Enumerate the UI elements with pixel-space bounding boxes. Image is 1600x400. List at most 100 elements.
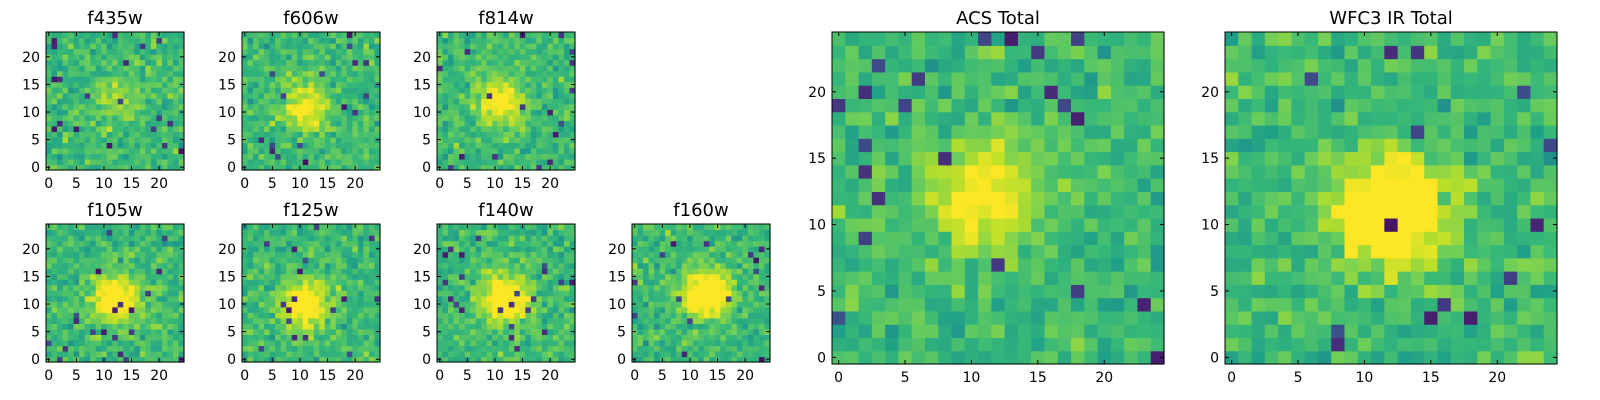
heatmap-cell (525, 350, 532, 358)
heatmap-cell (84, 142, 91, 149)
heatmap-cell (90, 37, 97, 44)
heatmap-cell (313, 345, 320, 352)
heatmap-cell (720, 301, 727, 308)
heatmap-cell (368, 323, 376, 330)
heatmap-cell (964, 164, 979, 179)
heatmap-cell (62, 229, 69, 236)
heatmap-cell (253, 158, 260, 166)
heatmap-cell (643, 246, 650, 253)
heatmap-cell (654, 284, 661, 291)
heatmap-cell (448, 301, 455, 308)
heatmap-cell (357, 103, 365, 110)
heatmap-cell (68, 345, 75, 352)
heatmap-cell (1071, 178, 1085, 192)
heatmap-cell (335, 290, 342, 297)
heatmap-cell (898, 204, 913, 219)
heatmap-cell (492, 240, 499, 247)
heatmap-cell (1031, 191, 1046, 206)
heatmap-cell (341, 147, 348, 155)
heatmap-cell (991, 297, 1006, 312)
heatmap-cell (128, 312, 135, 319)
heatmap-cell (330, 284, 337, 291)
heatmap-cell (84, 103, 91, 110)
heatmap-cell (725, 334, 732, 341)
heatmap-cell (437, 158, 444, 166)
heatmap-cell (90, 295, 97, 302)
heatmap-cell (106, 240, 113, 247)
heatmap-cell (178, 295, 185, 302)
heatmap-cell (832, 337, 846, 352)
heatmap-cell (632, 295, 639, 302)
heatmap-cell (1150, 217, 1165, 232)
heatmap-cell (330, 54, 337, 61)
heatmap-cell (291, 317, 298, 324)
heatmap-cell (648, 306, 655, 313)
heatmap-cell (481, 158, 488, 166)
heatmap-cell (1031, 271, 1046, 285)
heatmap-cell (258, 70, 265, 77)
heatmap-cell (57, 153, 64, 160)
heatmap-cell (156, 268, 163, 275)
heatmap-cell (123, 246, 130, 253)
heatmap-cell (698, 334, 705, 341)
heatmap-cell (79, 142, 86, 149)
heatmap-cell (313, 224, 320, 231)
heatmap-cell (112, 59, 119, 66)
heatmap-cell (275, 290, 282, 297)
heatmap-cell (470, 290, 477, 297)
heatmap-cell (978, 284, 992, 299)
heatmap-cell (95, 246, 102, 253)
heatmap-cell (297, 240, 304, 247)
heatmap-cell (308, 345, 315, 352)
heatmap-cell (643, 279, 650, 286)
heatmap-cell (951, 191, 966, 206)
heatmap-cell (51, 76, 58, 83)
heatmap-cell (753, 246, 760, 253)
heatmap-cell (703, 284, 710, 291)
heatmap-cell (264, 59, 271, 66)
heatmap-cell (470, 32, 477, 39)
heatmap-cell (858, 164, 873, 179)
heatmap-cell (46, 257, 53, 264)
heatmap-cell (139, 120, 146, 127)
heatmap-cell (470, 48, 477, 55)
heatmap-cell (247, 334, 254, 341)
heatmap-cell (508, 279, 515, 286)
heatmap-cell (280, 70, 287, 77)
heatmap-cell (95, 147, 102, 155)
heatmap-cell (692, 356, 699, 363)
heatmap-cell (654, 306, 661, 313)
heatmap-cell (79, 350, 86, 358)
heatmap-cell (514, 54, 521, 61)
heatmap-cell (470, 224, 477, 231)
heatmap-cell (264, 120, 271, 127)
heatmap-cell (1137, 257, 1152, 272)
heatmap-cell (68, 224, 75, 231)
heatmap-cell (470, 131, 477, 138)
heatmap-cell (123, 229, 130, 236)
heatmap-cell (514, 229, 521, 236)
heatmap-cell (1150, 350, 1165, 365)
heatmap-cell (481, 224, 488, 231)
heatmap-cell (464, 76, 471, 83)
heatmap-cells (242, 32, 381, 171)
heatmap-cell (1084, 284, 1099, 299)
heatmap-cell (313, 158, 320, 166)
heatmap-cell (335, 81, 342, 88)
heatmap-cell (139, 70, 146, 77)
heatmap-cell (938, 297, 953, 312)
heatmap-cell (637, 323, 644, 330)
heatmap-cell (139, 125, 146, 132)
heatmap-cell (313, 246, 320, 253)
heatmap-cell (134, 339, 141, 347)
heatmap-cell (464, 98, 471, 105)
heatmap-cell (964, 271, 979, 285)
heatmap-cell (1110, 297, 1125, 312)
heatmap-cell (275, 158, 282, 166)
heatmap-cell (128, 125, 135, 132)
heatmap-cell (569, 59, 576, 66)
heatmap-cell (742, 317, 749, 324)
heatmap-cell (374, 224, 381, 231)
heatmap-cell (145, 59, 152, 66)
heatmap-cell (470, 125, 477, 132)
